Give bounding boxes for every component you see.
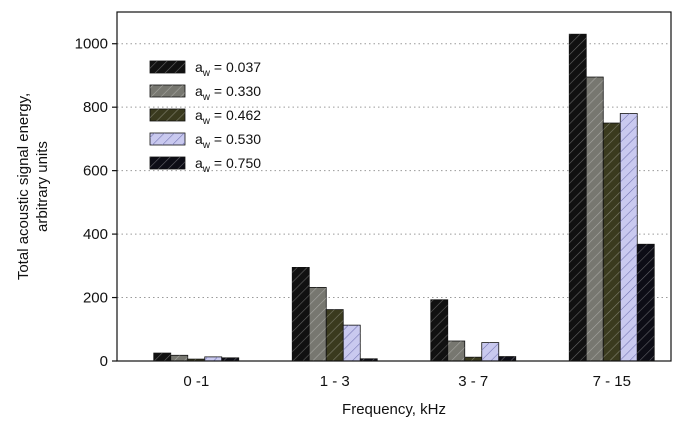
y-tick-label: 400: [83, 226, 108, 243]
x-tick-label: 7 - 15: [593, 373, 631, 390]
legend-swatch-hatch: [150, 133, 185, 145]
legend-swatch-hatch: [150, 85, 185, 97]
legend-label: aw = 0.530: [195, 131, 261, 151]
bar-hatch: [620, 113, 638, 361]
bar-hatch: [343, 325, 361, 361]
bar-hatch: [326, 309, 344, 361]
plot-frame: [116, 11, 672, 362]
x-tick-label: 1 - 3: [320, 373, 350, 390]
y-axis: 0 200 400 600 800 1000: [75, 36, 117, 370]
y-tick-label: 200: [83, 290, 108, 307]
legend-label: aw = 0.330: [195, 83, 261, 103]
bar-hatch: [309, 287, 327, 361]
legend: aw = 0.037 aw = 0.330 aw = 0.462 aw = 0.530…: [149, 59, 261, 175]
bars: [153, 33, 655, 362]
y-tick-label: 600: [83, 163, 108, 180]
bar-hatch: [498, 356, 516, 361]
bar-hatch: [170, 355, 188, 361]
bar-hatch: [153, 353, 171, 361]
legend-swatch-hatch: [150, 109, 185, 121]
bar-hatch: [464, 357, 482, 361]
x-axis: 0 -1 1 - 3 3 - 7 7 - 15: [183, 373, 631, 390]
legend-label: aw = 0.462: [195, 107, 261, 127]
x-axis-label: Frequency, kHz: [342, 401, 446, 418]
bar-hatch: [603, 123, 621, 361]
legend-swatch-hatch: [150, 61, 185, 73]
bar-hatch: [430, 299, 448, 361]
x-tick-label: 3 - 7: [458, 373, 488, 390]
legend-swatch-hatch: [150, 157, 185, 169]
y-tick-label: 0: [100, 353, 108, 370]
bar-hatch: [586, 77, 604, 362]
y-axis-label: Total acoustic signal energy, arbitrary u…: [15, 93, 51, 280]
legend-label: aw = 0.750: [195, 155, 261, 175]
bar-hatch: [447, 341, 465, 361]
x-tick-label: 0 -1: [183, 373, 209, 390]
bar-hatch: [360, 358, 378, 361]
y-tick-label: 1000: [75, 36, 108, 53]
bar-hatch: [569, 34, 587, 361]
bar-hatch: [481, 342, 499, 361]
bar-hatch: [637, 244, 655, 361]
y-tick-label: 800: [83, 99, 108, 116]
bar-hatch: [221, 357, 239, 361]
legend-label: aw = 0.037: [195, 59, 261, 79]
bar-hatch: [187, 359, 205, 361]
bar-hatch: [292, 267, 310, 361]
bar-hatch: [204, 356, 222, 361]
